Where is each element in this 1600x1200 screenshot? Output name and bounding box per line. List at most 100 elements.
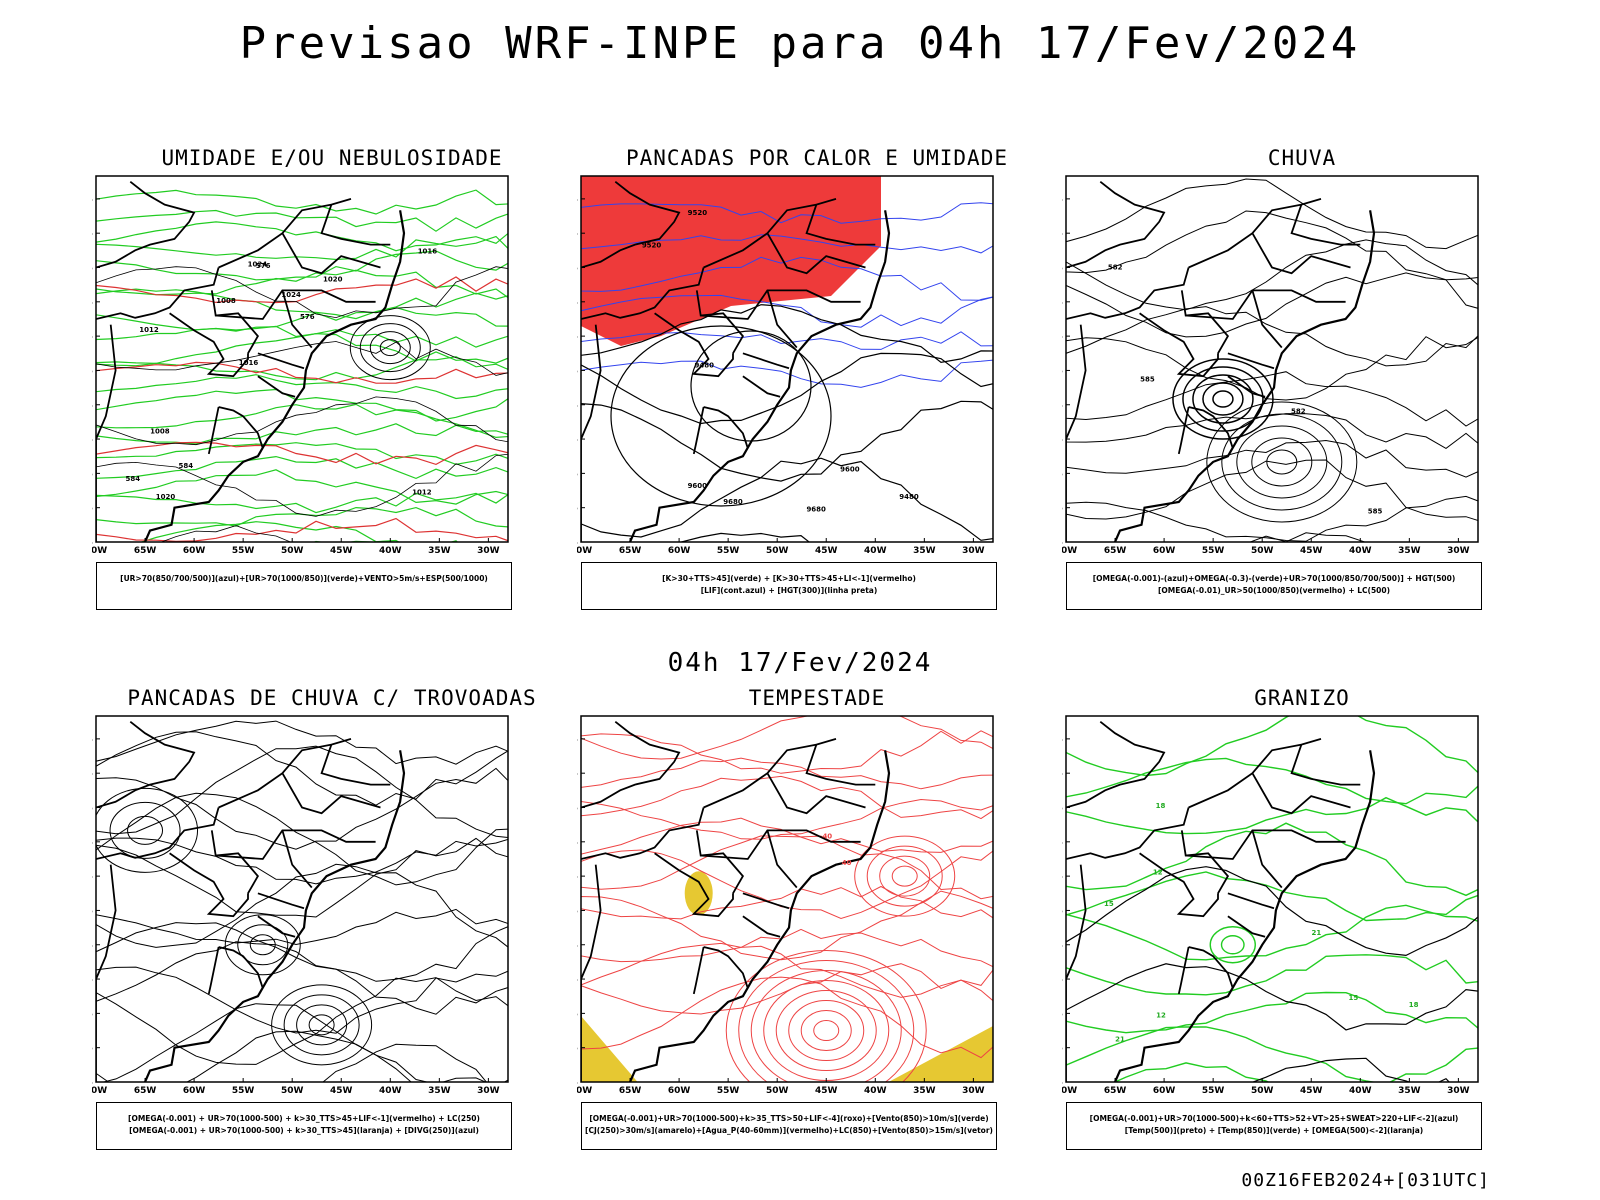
lon-tick-label: 50W: [281, 1086, 304, 1096]
lon-tick-label: 65W: [134, 546, 157, 556]
legend-line: [Temp(500)](preto) + [Temp(850)](verde) …: [1124, 1126, 1424, 1135]
lon-tick-label: 45W: [330, 546, 353, 556]
lon-tick-label: 70W: [577, 1086, 592, 1096]
country-border: [257, 375, 296, 398]
country-border: [692, 406, 705, 455]
lat-tick-label: 15S: [1062, 229, 1063, 239]
streamline: [96, 745, 508, 838]
lat-tick-label: 36S: [92, 469, 93, 479]
country-border: [1290, 744, 1361, 786]
country-border: [1188, 198, 1322, 269]
lat-tick-label: 15S: [92, 229, 93, 239]
lat-tick-label: 42S: [92, 1078, 93, 1088]
legend-line: [K>30+TTS>45](verde) + [K>30+TTS>45+LI<-…: [662, 574, 916, 583]
lat-tick-label: 33S: [577, 975, 578, 985]
humidity-contour-green: [96, 235, 508, 261]
hgt-contour: [1206, 401, 1358, 523]
lat-tick-label: 33S: [1062, 975, 1063, 985]
temp850-contour-green: [1066, 822, 1478, 897]
map-umidade: 1012 1012 1016 1016 1020 1020 1024 1024 1008 1008…: [92, 175, 509, 556]
map-frame: [580, 715, 994, 1083]
legend-line: [OMEGA(-0.001) + UR>70(1000-500) + k>30_…: [128, 1114, 480, 1123]
country-border: [700, 829, 861, 860]
pressure-contour: [160, 525, 292, 542]
lat-tick-label: 33S: [92, 435, 93, 445]
lon-tick-label: 45W: [330, 1086, 353, 1096]
streamline: [96, 908, 508, 946]
country-border: [218, 738, 352, 809]
streamline: [1066, 336, 1478, 401]
country-border: [1185, 289, 1346, 320]
country-border: [703, 946, 749, 989]
contour-label: 1012: [139, 326, 159, 334]
pressure-contour: [96, 453, 508, 517]
country-border: [1177, 406, 1190, 455]
country-border: [1139, 852, 1219, 918]
precip-water-contour: [891, 865, 918, 887]
coastline: [143, 750, 406, 1082]
country-border: [1188, 946, 1234, 989]
lon-tick-label: 65W: [1104, 546, 1127, 556]
lat-tick-label: 30S: [577, 941, 578, 951]
lat-tick-label: 18S: [577, 804, 578, 814]
lon-tick-label: 35W: [428, 546, 451, 556]
temp500-contour: [1251, 1057, 1450, 1082]
country-border: [742, 375, 781, 398]
lon-tick-label: 70W: [577, 546, 592, 556]
streamline: [96, 792, 508, 886]
streamline: [96, 731, 508, 806]
temp850-contour-green: [1113, 1062, 1270, 1082]
lon-tick-label: 60W: [1153, 546, 1176, 556]
precip-water-contour: [581, 835, 993, 900]
streamline: [96, 922, 508, 982]
streamline: [237, 924, 289, 966]
country-border: [695, 830, 744, 894]
country-border: [320, 744, 391, 786]
lat-tick-label: 12S: [92, 735, 93, 745]
contour-label: 1016: [239, 359, 259, 367]
streamline: [1066, 306, 1478, 367]
lat-tick-label: 24S: [1062, 332, 1063, 342]
hgt-contour: [1212, 390, 1234, 408]
streamline: [96, 966, 508, 1034]
coastline: [1113, 210, 1376, 542]
lon-tick-label: 35W: [913, 546, 936, 556]
country-border: [1290, 204, 1361, 246]
map-frame: [580, 175, 994, 543]
country-border: [1066, 807, 1190, 860]
lat-tick-label: 18S: [577, 264, 578, 274]
lat-tick-label: 15S: [577, 229, 578, 239]
hgt-contour: [581, 400, 993, 482]
pressure-contour: [96, 396, 508, 446]
country-border: [766, 232, 866, 275]
country-border: [581, 180, 681, 269]
country-border: [96, 324, 117, 542]
contour-label: 1024: [281, 291, 301, 299]
country-border: [257, 352, 305, 370]
legend: [K>30+TTS>45](verde) + [K>30+TTS>45+LI<-…: [581, 562, 997, 610]
streamline: [224, 914, 301, 976]
legend-line: [UR>70(850/700/500)](azul)+[UR>70(1000/8…: [120, 574, 488, 583]
panel-umidade: UMIDADE E/OU NEBULOSIDADE 1012 1012 1016 10…: [92, 146, 572, 646]
country-border: [654, 852, 734, 918]
lon-tick-label: 70W: [1062, 546, 1077, 556]
lon-tick-label: 40W: [379, 1086, 402, 1096]
lat-tick-label: 15S: [1062, 769, 1063, 779]
pressure-contour: [359, 323, 421, 373]
country-border: [742, 892, 790, 910]
precip-water-contour: [581, 798, 993, 840]
country-border: [1185, 829, 1346, 860]
lat-tick-label: 24S: [1062, 872, 1063, 882]
lif-contour-blue: [581, 294, 993, 328]
precip-water-contour: [581, 885, 993, 920]
pressure-contour: [96, 341, 508, 376]
panel-title: PANCADAS POR CALOR E UMIDADE: [625, 146, 1008, 170]
panel-chuva: CHUVA 585 585 582 582 12S 15S 18S 21S 24S 27S 30S 3…: [1062, 146, 1542, 646]
precip-water-contour: [581, 775, 993, 820]
lon-tick-label: 35W: [428, 1086, 451, 1096]
country-border: [700, 289, 861, 320]
country-border: [766, 830, 798, 889]
contour-label: 1020: [323, 276, 343, 284]
country-border: [207, 406, 220, 455]
streamline: [185, 1030, 412, 1082]
